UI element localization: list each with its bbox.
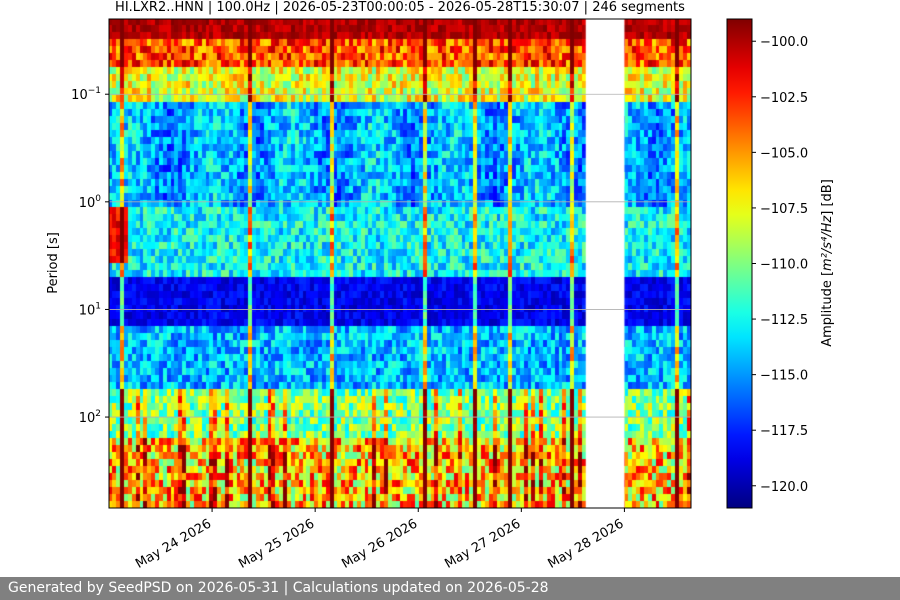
x-tick-label: May 26 2026 [339,516,420,571]
x-tick-label: May 27 2026 [442,516,523,571]
colorbar-tick-label: −120.0 [760,480,808,495]
colorbar-tick-label: −100.0 [760,35,808,50]
psd-spectrogram-chart: HI.LXR2..HNN | 100.0Hz | 2026-05-23T00:0… [46,0,835,572]
y-tick-label: 10−1 [71,86,101,103]
colorbar-gradient [726,18,753,509]
y-tick-label: 101 [79,301,101,318]
colorbar-tick-label: −110.0 [760,258,808,273]
colorbar-tick-label: −117.5 [760,424,808,439]
x-tick-label: May 28 2026 [545,516,626,571]
footer-bar: Generated by SeedPSD on 2026-05-31 | Cal… [0,577,900,600]
x-tick-label: May 24 2026 [133,516,214,571]
colorbar-tick-label: −102.5 [760,91,808,106]
y-tick-label: 102 [79,409,101,426]
colorbar-tick-label: −107.5 [760,202,808,217]
y-axis-label: Period [s] [46,232,61,294]
y-axis: 10−1 100 101 102 [71,86,109,426]
plot-frame [108,18,692,509]
footer-text: Generated by SeedPSD on 2026-05-31 | Cal… [8,580,549,596]
y-tick-label: 100 [79,194,102,211]
colorbar-tick-label: −112.5 [760,313,808,328]
chart-title: HI.LXR2..HNN | 100.0Hz | 2026-05-23T00:0… [115,0,685,15]
heatmap [109,19,691,508]
colorbar-tick-label: −105.0 [760,146,808,161]
x-axis: May 24 2026 May 25 2026 May 26 2026 May 27 … [133,508,626,572]
grid-lines [109,93,691,418]
colorbar: −100.0 −102.5 −105.0 −107.5 −110.0 −112.5 −115… [726,18,808,509]
x-tick-label: May 25 2026 [236,516,317,571]
colorbar-tick-label: −115.0 [760,369,808,384]
colorbar-label: Amplitude [m²/s⁴/Hz] [dB] [820,179,835,347]
